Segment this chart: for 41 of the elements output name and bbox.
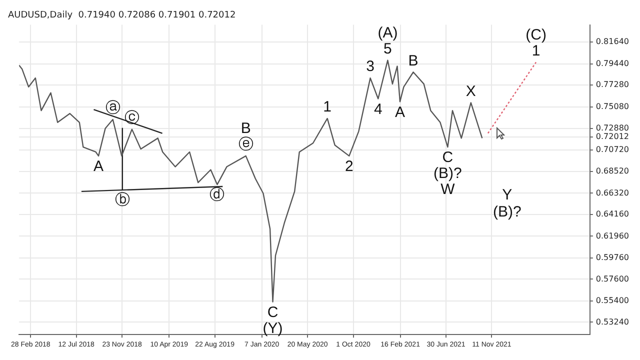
y-tick-label: 0.55400: [596, 296, 630, 305]
annotation: (B)?: [492, 203, 522, 220]
annotation: ⓑ: [114, 192, 130, 209]
y-tick-label: 0.77280: [596, 80, 630, 90]
annotation: 3: [366, 58, 374, 76]
y-tick-label: 0.59760: [596, 252, 630, 262]
y-tick-label: 0.70720: [596, 144, 630, 154]
y-tick-label: 0.68520: [596, 166, 630, 176]
annotation: A: [94, 158, 104, 176]
annotation: X: [466, 82, 476, 100]
chart-title: AUDUSD,Daily 0.71940 0.72086 0.71901 0.72012: [8, 10, 236, 21]
y-tick-label: 0.81640: [596, 37, 630, 46]
annotation: (A): [378, 24, 398, 42]
annotation: 4: [374, 100, 382, 118]
annotation: 1: [323, 98, 332, 116]
annotation: (B)?: [434, 165, 462, 182]
y-tick-label: 0.72880: [596, 124, 630, 133]
annotation: B: [408, 52, 418, 70]
annotation: (C): [526, 26, 546, 44]
y-tick-label: 0.64160: [596, 210, 630, 219]
annotation: 1: [532, 42, 540, 60]
annotation: C: [267, 304, 278, 322]
annotation: ⓒ: [124, 109, 140, 126]
annotation: ⓐ: [105, 100, 120, 117]
annotation: Y: [502, 186, 512, 204]
annotation: (Y): [262, 320, 283, 338]
y-tick-label: 0.61960: [596, 231, 630, 240]
y-tick-label: 0.79440: [596, 58, 630, 68]
y-tick-label: 0.57600: [596, 274, 630, 284]
annotation: A: [394, 104, 405, 121]
annotation: ⓔ: [238, 136, 254, 154]
annotation: 5: [384, 40, 392, 58]
annotation: B: [240, 120, 251, 138]
y-tick-label: 0.75080: [596, 102, 630, 111]
y-tick-label: 0.66320: [596, 188, 630, 198]
annotation: W: [440, 181, 456, 198]
annotation: 2: [344, 158, 354, 176]
annotation: ⓓ: [210, 186, 225, 204]
annotation: C: [442, 149, 454, 166]
y-tick-label: 0.53240: [596, 317, 630, 326]
y-tick-label: 0.72012: [596, 132, 630, 142]
